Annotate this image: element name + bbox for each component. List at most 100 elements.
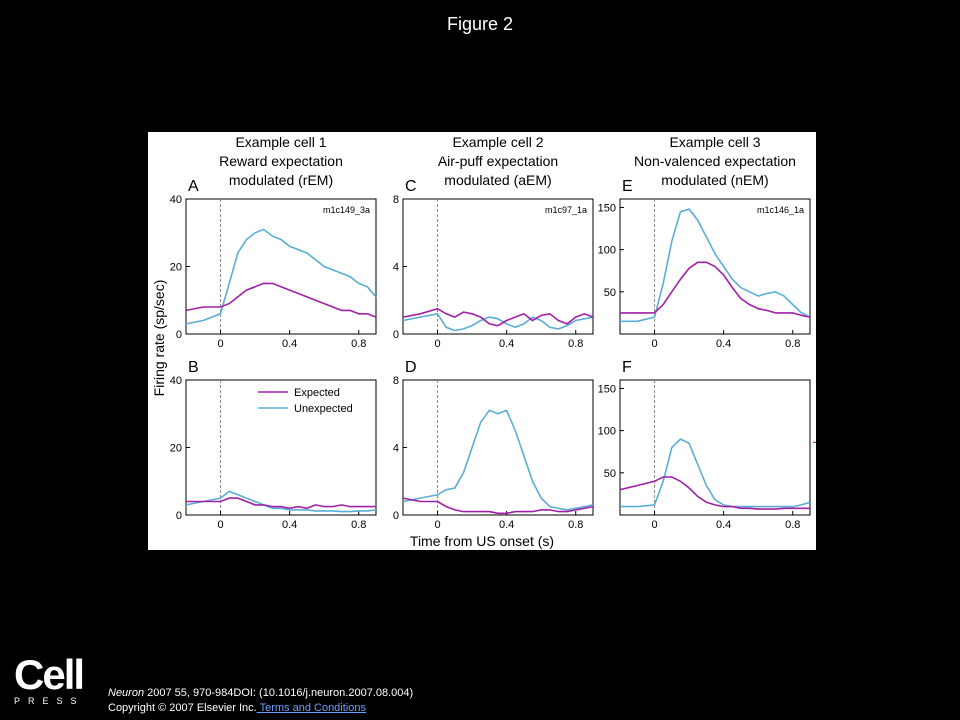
panel-letter: A xyxy=(188,178,199,195)
series-line-unexpected xyxy=(402,409,594,511)
copyright-text: Copyright © 2007 Elsevier Inc. xyxy=(108,702,257,714)
column-title-line: Reward expectation xyxy=(219,153,343,169)
y-tick-label: 4 xyxy=(393,262,399,274)
x-tick-label: 0 xyxy=(651,338,657,350)
y-tick-label: 0 xyxy=(393,510,399,522)
row-label-air-puff: Air-puff xyxy=(813,419,816,464)
x-tick-label: 0.8 xyxy=(785,519,800,531)
x-tick-label: 0.8 xyxy=(568,519,583,531)
plot-frame xyxy=(619,198,811,335)
x-tick-label: 0.4 xyxy=(499,519,514,531)
y-axis-label: Firing rate (sp/sec) xyxy=(151,280,167,397)
column-titles: Example cell 1 Reward expectation modulate… xyxy=(219,134,796,188)
column-title-line: modulated (rEM) xyxy=(229,172,333,188)
x-tick-label: 0.8 xyxy=(785,338,800,350)
cell-id-label: m1c97_1a xyxy=(545,205,587,215)
series-line-expected xyxy=(620,261,811,318)
panel-letter: F xyxy=(622,359,632,376)
y-tick-label: 50 xyxy=(604,468,616,480)
series-line-expected xyxy=(402,307,594,327)
column-title-line: modulated (nEM) xyxy=(661,172,768,188)
x-tick-label: 0.4 xyxy=(282,338,297,350)
y-tick-label: 100 xyxy=(598,245,616,257)
legend: Expected Unexpected xyxy=(258,387,353,415)
panel-letter: C xyxy=(405,178,417,195)
column-title-line: Example cell 2 xyxy=(452,134,543,150)
press-logo-word: PRESS xyxy=(14,696,85,706)
plot-frame xyxy=(185,198,377,335)
y-tick-label: 100 xyxy=(598,426,616,438)
series-line-expected xyxy=(402,497,594,515)
y-tick-label: 4 xyxy=(393,443,399,455)
series-line-expected xyxy=(619,476,810,510)
y-tick-label: 0 xyxy=(393,329,399,341)
figure-panel: Example cell 1 Reward expectation modulate… xyxy=(148,132,816,550)
plot-frame xyxy=(402,198,594,335)
journal-name: Neuron xyxy=(108,687,145,699)
y-tick-label: 8 xyxy=(393,375,399,387)
citation-details: 2007 55, 970-984DOI: (10.1016/j.neuron.2… xyxy=(144,687,414,699)
cell-id-label: m1c149_3a xyxy=(323,205,370,215)
citation-line: Neuron 2007 55, 970-984DOI: (10.1016/j.n… xyxy=(108,686,413,701)
chart-panel-B: B 0 0.4 0.8 0 20 40 xyxy=(170,359,377,531)
series-line-unexpected xyxy=(185,228,377,325)
x-axis-label: Time from US onset (s) xyxy=(410,533,554,549)
y-tick-label: 20 xyxy=(170,262,182,274)
terms-link[interactable]: Terms and Conditions xyxy=(256,702,366,714)
x-tick-label: 0.4 xyxy=(716,519,731,531)
y-tick-label: 0 xyxy=(176,329,182,341)
legend-label-expected: Expected xyxy=(294,387,340,399)
series-line-expected xyxy=(186,497,376,510)
y-tick-label: 150 xyxy=(598,383,616,395)
y-tick-label: 40 xyxy=(170,375,182,387)
y-tick-label: 50 xyxy=(604,287,616,299)
figure-svg: Example cell 1 Reward expectation modulate… xyxy=(151,134,816,549)
series-line-expected xyxy=(185,282,377,318)
figure-title: Figure 2 xyxy=(446,14,514,34)
chart-panel-F: F 0 0.4 0.8 50 100 150 xyxy=(598,359,811,531)
figure-annotations: Firing rate (sp/sec) Time from US onset (… xyxy=(151,236,816,549)
panel-letter: B xyxy=(188,359,199,376)
column-title-line: Non-valenced expectation xyxy=(634,153,796,169)
series-line-unexpected xyxy=(402,312,594,332)
y-tick-label: 40 xyxy=(170,194,182,206)
y-tick-label: 20 xyxy=(170,443,182,455)
copyright-line: Copyright © 2007 Elsevier Inc. Terms and… xyxy=(108,701,413,716)
citation-block: Neuron 2007 55, 970-984DOI: (10.1016/j.n… xyxy=(108,686,413,716)
x-tick-label: 0 xyxy=(434,519,440,531)
chart-panel-D: D 0 0.4 0.8 0 4 8 xyxy=(393,359,594,531)
plot-frame xyxy=(185,379,377,516)
x-tick-label: 0 xyxy=(217,338,223,350)
column-title-line: Example cell 3 xyxy=(669,134,760,150)
legend-label-unexpected: Unexpected xyxy=(294,403,353,415)
x-tick-label: 0.8 xyxy=(351,338,366,350)
chart-panel-E: E 0 0.4 0.8 50 100 150 m1c146_1a xyxy=(598,178,811,350)
panel-letter: D xyxy=(405,359,417,376)
x-tick-label: 0 xyxy=(434,338,440,350)
chart-panel-C: C 0 0.4 0.8 0 4 8 m1c97_1a xyxy=(393,178,594,350)
series-line-unexpected xyxy=(620,438,811,508)
x-tick-label: 0.8 xyxy=(568,338,583,350)
y-tick-label: 0 xyxy=(176,510,182,522)
cell-id-label: m1c146_1a xyxy=(757,205,804,215)
plot-frame xyxy=(402,379,594,516)
panel-letter: E xyxy=(622,178,633,195)
x-tick-label: 0.4 xyxy=(716,338,731,350)
column-title-line: Example cell 1 xyxy=(235,134,326,150)
y-tick-label: 8 xyxy=(393,194,399,206)
chart-panel-A: A 0 0.4 0.8 0 20 40 m1c149_3a xyxy=(170,178,377,350)
row-label-reward: Reward xyxy=(813,236,816,284)
cell-press-logo: Cell PRESS xyxy=(14,651,85,707)
x-tick-label: 0 xyxy=(651,519,657,531)
plot-frame xyxy=(619,379,811,516)
y-tick-label: 150 xyxy=(598,202,616,214)
x-tick-label: 0.8 xyxy=(351,519,366,531)
x-tick-label: 0 xyxy=(217,519,223,531)
x-tick-label: 0.4 xyxy=(499,338,514,350)
column-title-line: Air-puff expectation xyxy=(438,153,558,169)
cell-logo-word: Cell xyxy=(14,651,85,698)
x-tick-label: 0.4 xyxy=(282,519,297,531)
series-line-unexpected xyxy=(185,490,377,513)
series-line-unexpected xyxy=(620,208,811,323)
